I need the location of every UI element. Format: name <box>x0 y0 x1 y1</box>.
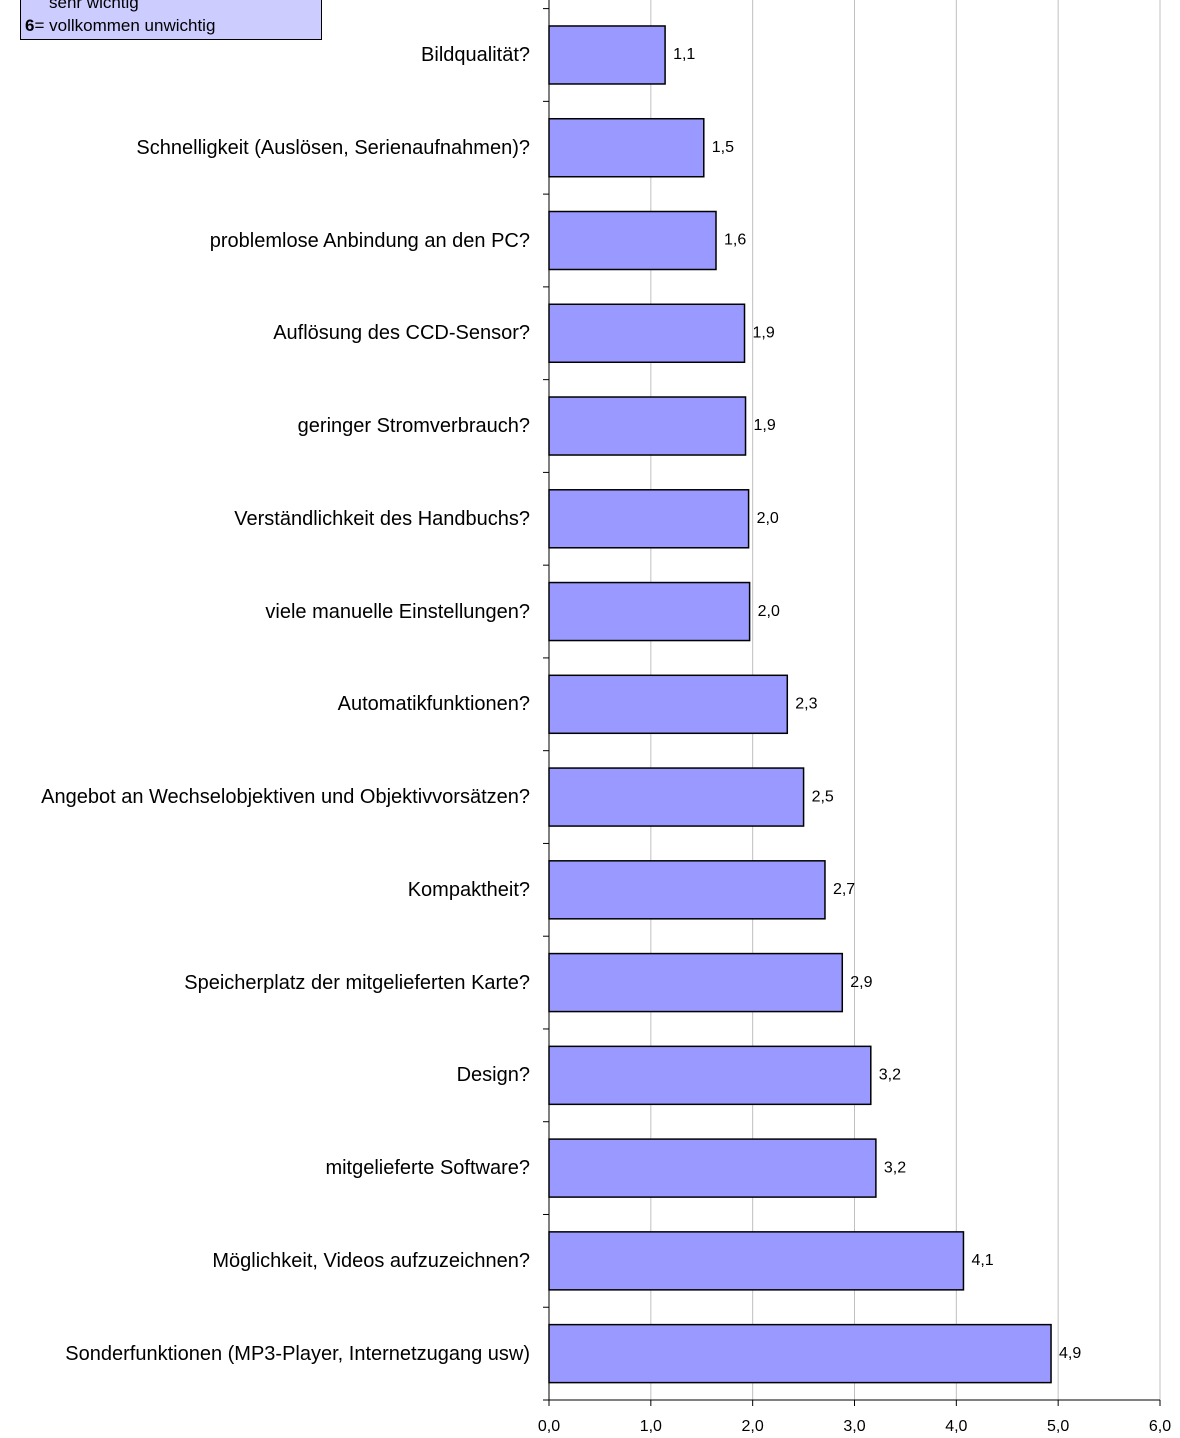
bar <box>548 581 751 642</box>
category-label-box: viele manuelle Einstellungen? <box>0 599 530 625</box>
legend-text: sehr wichtig <box>49 0 139 12</box>
x-tick-label: 5,0 <box>1047 1418 1069 1435</box>
category-label-box: mitgelieferte Software? <box>0 1155 530 1181</box>
legend-text: = vollkommen unwichtig <box>34 16 216 35</box>
value-label: 2,7 <box>833 881 855 898</box>
bar <box>548 396 747 456</box>
legend-key: 6 <box>25 16 35 35</box>
bar <box>548 860 826 920</box>
bar <box>548 1231 965 1291</box>
category-label-box: geringer Stromverbrauch? <box>0 413 530 439</box>
value-label: 1,5 <box>712 139 734 156</box>
value-label: 3,2 <box>879 1067 901 1084</box>
category-label: mitgelieferte Software? <box>325 1157 530 1180</box>
category-label: Schnelligkeit (Auslösen, Serienaufnahmen… <box>136 136 530 159</box>
category-label-box: Möglichkeit, Videos aufzuzeichnen? <box>0 1248 530 1274</box>
value-label: 1,1 <box>673 46 695 63</box>
category-label: Design? <box>456 1064 530 1087</box>
legend-box: sehr wichtig 6= vollkommen unwichtig <box>20 0 322 40</box>
category-label-box: Angebot an Wechselobjektiven und Objekti… <box>0 784 530 810</box>
bar <box>548 1045 872 1106</box>
category-label-box: Bildqualität? <box>0 42 530 68</box>
category-label-box: Schnelligkeit (Auslösen, Serienaufnahmen… <box>0 135 530 161</box>
bar <box>548 303 746 364</box>
category-label: problemlose Anbindung an den PC? <box>209 229 530 252</box>
category-label: Speicherplatz der mitgelieferten Karte? <box>184 971 530 994</box>
bar <box>548 210 717 271</box>
category-label-box: Auflösung des CCD-Sensor? <box>0 320 530 346</box>
category-label: Verständlichkeit des Handbuchs? <box>234 507 530 530</box>
value-label: 1,9 <box>753 324 775 341</box>
value-label: 2,0 <box>758 603 780 620</box>
bar <box>548 489 750 549</box>
category-label: Bildqualität? <box>421 43 530 66</box>
category-label: Sonderfunktionen (MP3-Player, Internetzu… <box>65 1342 530 1365</box>
category-label: geringer Stromverbrauch? <box>297 415 530 438</box>
category-label-box: problemlose Anbindung an den PC? <box>0 228 530 254</box>
bar <box>548 25 666 85</box>
bar <box>548 952 844 1013</box>
legend-line: 6= vollkommen unwichtig <box>25 14 317 37</box>
x-tick-label: 6,0 <box>1149 1418 1171 1435</box>
value-label: 3,2 <box>884 1159 906 1176</box>
category-label: Auflösung des CCD-Sensor? <box>273 322 530 345</box>
bar <box>548 674 789 735</box>
bar <box>548 1138 877 1198</box>
legend-line: sehr wichtig <box>25 0 317 14</box>
category-label-box: Kompaktheit? <box>0 877 530 903</box>
category-label: Angebot an Wechselobjektiven und Objekti… <box>41 786 530 809</box>
category-label-box: Sonderfunktionen (MP3-Player, Internetzu… <box>0 1341 530 1367</box>
x-tick-label: 2,0 <box>742 1418 764 1435</box>
value-label: 2,5 <box>812 788 834 805</box>
bar <box>548 117 705 178</box>
category-label: Kompaktheit? <box>407 878 530 901</box>
value-label: 4,1 <box>971 1252 993 1269</box>
category-label-box: Speicherplatz der mitgelieferten Karte? <box>0 970 530 996</box>
value-label: 2,0 <box>757 510 779 527</box>
bar <box>548 767 805 827</box>
x-tick-label: 1,0 <box>640 1418 662 1435</box>
value-label: 2,3 <box>795 696 817 713</box>
value-label: 4,9 <box>1059 1345 1081 1362</box>
category-label-box: Automatikfunktionen? <box>0 691 530 717</box>
category-label: Automatikfunktionen? <box>337 693 530 716</box>
x-tick-label: 0,0 <box>538 1418 560 1435</box>
category-label: Möglichkeit, Videos aufzuzeichnen? <box>212 1249 530 1272</box>
value-label: 1,9 <box>754 417 776 434</box>
category-label-box: Verständlichkeit des Handbuchs? <box>0 506 530 532</box>
value-label: 2,9 <box>850 974 872 991</box>
category-label: viele manuelle Einstellungen? <box>265 600 530 623</box>
category-label-box: Design? <box>0 1062 530 1088</box>
bar <box>548 1323 1052 1384</box>
value-label: 1,6 <box>724 232 746 249</box>
x-tick-label: 4,0 <box>945 1418 967 1435</box>
x-tick-label: 3,0 <box>843 1418 865 1435</box>
